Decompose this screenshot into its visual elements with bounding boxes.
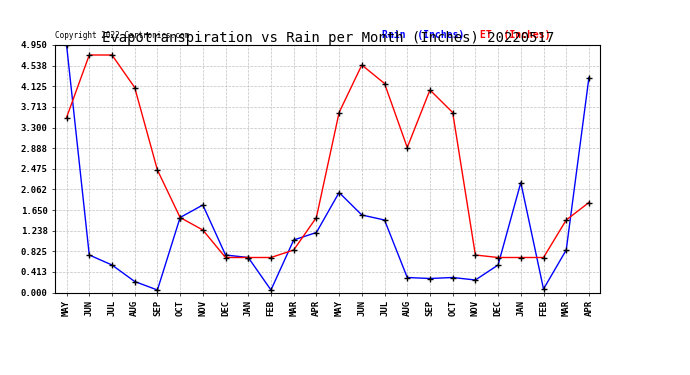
Text: Copyright 2022 Cartronics.com: Copyright 2022 Cartronics.com	[55, 31, 189, 40]
Text: Rain  (Inches): Rain (Inches)	[382, 30, 464, 40]
Title: Evapotranspiration vs Rain per Month (Inches) 20220517: Evapotranspiration vs Rain per Month (In…	[101, 31, 554, 45]
Text: ET  (Inches): ET (Inches)	[480, 30, 551, 40]
